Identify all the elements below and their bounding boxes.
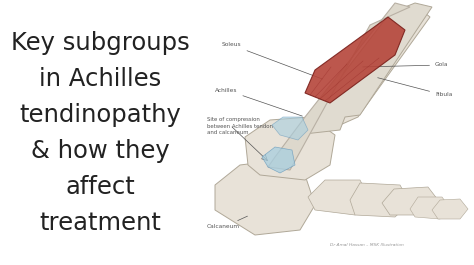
Polygon shape xyxy=(268,3,410,170)
Text: Soleus: Soleus xyxy=(222,42,322,79)
Text: Gola: Gola xyxy=(363,63,448,68)
Text: treatment: treatment xyxy=(39,211,161,235)
Text: Achilles: Achilles xyxy=(215,87,302,116)
Polygon shape xyxy=(308,180,370,215)
Polygon shape xyxy=(305,17,405,103)
Polygon shape xyxy=(215,160,315,235)
Polygon shape xyxy=(272,117,308,140)
Polygon shape xyxy=(338,5,430,125)
Polygon shape xyxy=(262,147,295,173)
Text: Key subgroups: Key subgroups xyxy=(10,31,190,55)
Text: tendinopathy: tendinopathy xyxy=(19,103,181,127)
Text: in Achilles: in Achilles xyxy=(39,67,161,91)
Polygon shape xyxy=(382,187,438,215)
Polygon shape xyxy=(245,117,335,180)
Text: & how they: & how they xyxy=(31,139,169,163)
Polygon shape xyxy=(350,183,410,217)
Text: Site of compression
between Achilles tendon
and calcaneum: Site of compression between Achilles ten… xyxy=(207,117,273,135)
Polygon shape xyxy=(432,199,468,219)
Text: affect: affect xyxy=(65,175,135,199)
Polygon shape xyxy=(410,197,450,219)
Text: Dr Amal Hassan – MSK Illustration: Dr Amal Hassan – MSK Illustration xyxy=(330,243,404,247)
Text: Fibula: Fibula xyxy=(378,78,452,98)
Polygon shape xyxy=(295,3,432,135)
Text: Calcaneum: Calcaneum xyxy=(207,216,247,229)
